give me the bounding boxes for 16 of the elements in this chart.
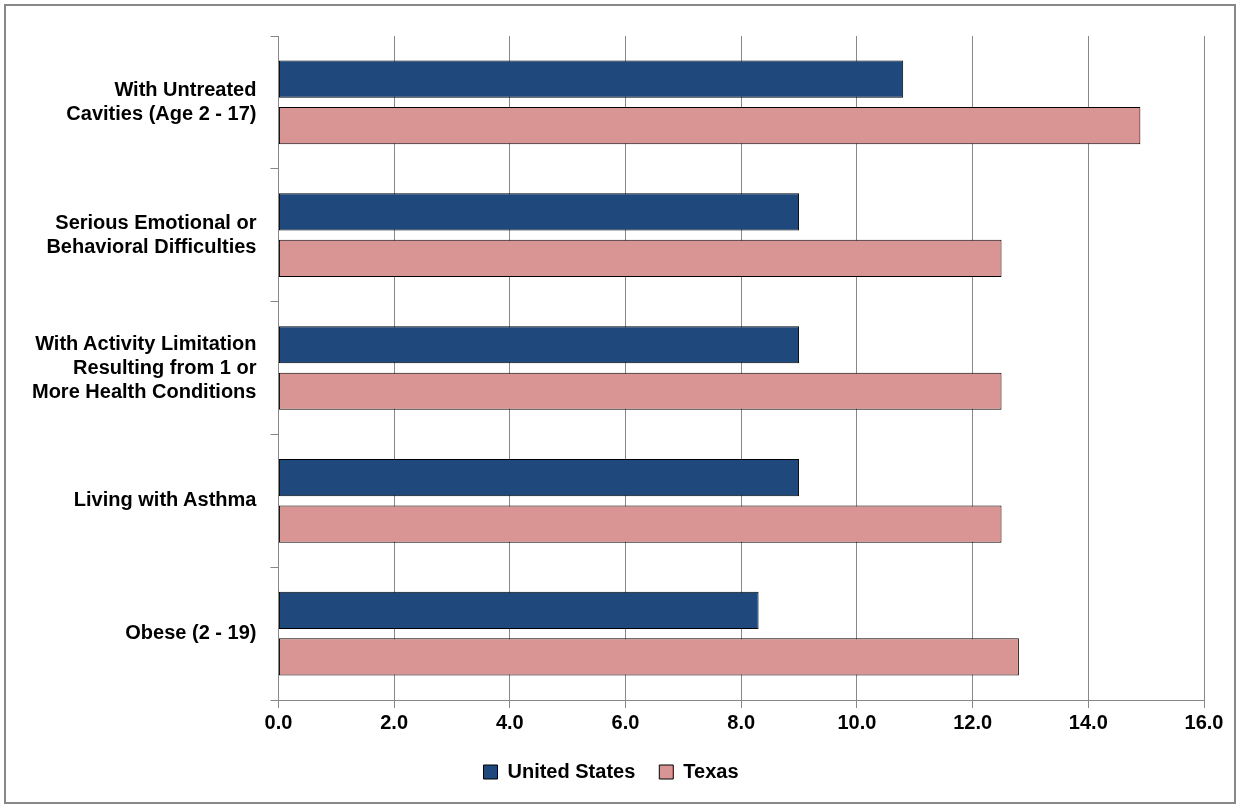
x-tick-label: 2.0	[380, 710, 409, 733]
y-tick-label: Obese (2 - 19)	[125, 621, 257, 644]
x-tick-label: 14.0	[1068, 710, 1108, 733]
x-tick-label: 8.0	[727, 710, 756, 733]
x-tick-label: 16.0	[1184, 710, 1224, 733]
y-tick-label: Living with Asthma	[73, 488, 258, 511]
x-tick-label: 6.0	[611, 710, 640, 733]
x-tick-label: 10.0	[837, 710, 877, 733]
y-tick-label: With Untreated Cavities (Age 2 - 17)	[66, 77, 257, 124]
y-tick-label: With Activity Limitation Resulting from 1 or More Health Conditions	[31, 331, 257, 402]
x-tick-label: 4.0	[495, 710, 524, 733]
legend-label: Texas	[683, 759, 739, 782]
x-tick-label: 12.0	[953, 710, 993, 733]
y-tick-label: Serious Emotional or Behavioral Difficulties	[46, 210, 257, 257]
x-tick-label: 0.0	[264, 710, 293, 733]
legend-label: United States	[507, 759, 636, 782]
